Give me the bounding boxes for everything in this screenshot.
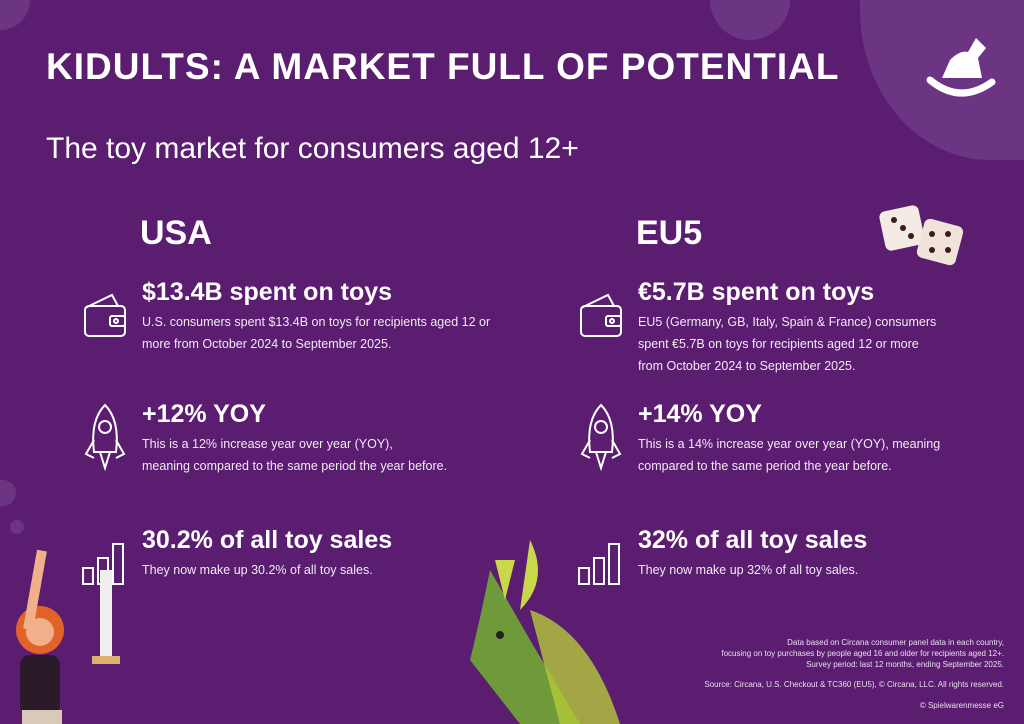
page-title: KIDULTS: A MARKET FULL OF POTENTIAL [46,46,840,87]
decor-circle [0,0,30,30]
stat-description: This is a 12% increase year over year (Y… [142,433,520,477]
description-line: compared to the same period the year bef… [638,459,892,473]
stat-description: EU5 (Germany, GB, Italy, Spain & France)… [638,311,1016,377]
dragon-illustration [470,540,620,724]
rocket-icon [576,402,626,477]
stat-heading: +14% YOY [638,400,762,428]
stat-heading: €5.7B spent on toys [638,278,875,306]
region-usa-title: USA [140,214,212,252]
description-line: They now make up 30.2% of all toy sales. [142,563,373,577]
description-line: This is a 12% increase year over year (Y… [142,437,393,451]
decor-circle [0,480,16,506]
rocket-icon [80,402,130,477]
stat-block: 30.2% of all toy sales They now make up 3… [80,526,520,585]
dice-icon [879,205,964,266]
rocking-horse-logo [926,38,996,97]
decor-circle [710,0,790,40]
description-line: spent €5.7B on toys for recipients aged … [638,337,919,351]
stat-heading: $13.4B spent on toys [142,278,393,306]
woman-with-sword-illustration [16,549,120,724]
footnote: Data based on Circana consumer panel dat… [721,637,1004,670]
copyright: © Spielwarenmesse eG [919,701,1004,710]
description-line: meaning compared to the same period the … [142,459,448,473]
stat-block: $13.4B spent on toys U.S. consumers spent… [80,278,520,355]
decor-circle [10,520,24,534]
footnote-line: focusing on toy purchases by people aged… [721,649,1004,658]
description-line: from October 2024 to September 2025. [638,359,856,373]
wallet-icon [80,290,130,345]
stat-description: This is a 14% increase year over year (Y… [638,433,1016,477]
stat-block: €5.7B spent on toys EU5 (Germany, GB, Ita… [576,278,1016,377]
stat-block: +14% YOY This is a 14% increase year over… [576,400,1016,477]
page-subtitle: The toy market for consumers aged 12+ [46,132,579,165]
description-line: They now make up 32% of all toy sales. [638,563,859,577]
source-note: Source: Circana, U.S. Checkout & TC360 (… [704,680,1004,689]
stat-description: They now make up 32% of all toy sales. [638,559,1016,581]
stat-heading: 32% of all toy sales [638,526,868,554]
stat-description: They now make up 30.2% of all toy sales. [142,559,520,581]
stat-block: 32% of all toy sales They now make up 32%… [576,526,1016,585]
description-line: U.S. consumers spent $13.4B on toys for … [142,315,491,329]
bar-chart-icon [576,538,626,593]
description-line: This is a 14% increase year over year (Y… [638,437,941,451]
stat-heading: +12% YOY [142,400,266,428]
description-line: EU5 (Germany, GB, Italy, Spain & France)… [638,315,937,329]
footnote-line: Survey period: last 12 months, ending Se… [806,660,1004,669]
stat-heading: 30.2% of all toy sales [142,526,393,554]
footnote-line: Data based on Circana consumer panel dat… [787,638,1004,647]
description-line: more from October 2024 to September 2025… [142,337,392,351]
region-eu5-title: EU5 [636,214,703,252]
stat-block: +12% YOY This is a 12% increase year over… [80,400,520,477]
stat-description: U.S. consumers spent $13.4B on toys for … [142,311,520,355]
wallet-icon [576,290,626,345]
